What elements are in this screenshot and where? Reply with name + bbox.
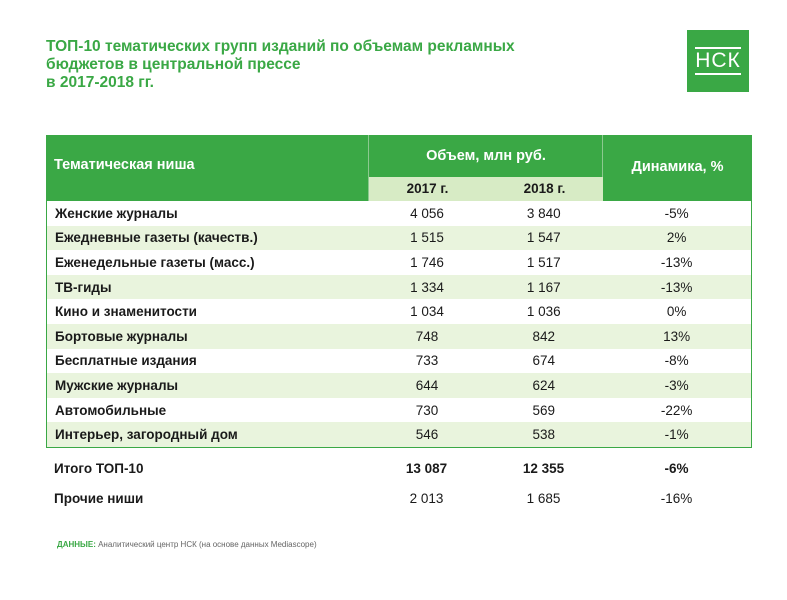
row-name: ТВ-гиды	[55, 279, 112, 295]
row-2017: 546	[415, 427, 439, 443]
row-dynamics: 2%	[666, 230, 687, 246]
row-2018: 1 167	[526, 279, 561, 295]
row-2017: 1 334	[410, 279, 444, 295]
row-2017: 748	[415, 328, 439, 344]
row-2018: 1 517	[526, 254, 561, 270]
total-name: Итого ТОП-10	[54, 460, 144, 476]
header-year-2017: 2017 г.	[406, 181, 449, 196]
title-line-3: в 2017-2018 гг.	[46, 74, 154, 91]
total-2017: 13 087	[405, 460, 448, 476]
title-line-2: бюджетов в центральной прессе	[46, 56, 301, 73]
other-2018: 1 685	[526, 490, 561, 506]
total-dynamics: -6%	[664, 460, 689, 476]
source-note: ДАННЫЕ: Аналитический центр НСК (на осно…	[57, 540, 317, 549]
row-2017: 1 746	[410, 254, 444, 270]
row-name: Ежедневные газеты (качеств.)	[55, 230, 258, 246]
row-2018: 3 840	[526, 205, 561, 221]
table-row: Бесплатные издания 733 674 -8%	[47, 349, 751, 374]
source-label: ДАННЫЕ:	[57, 540, 96, 549]
header-volume: Объем, млн руб.	[426, 148, 546, 164]
row-2018: 569	[532, 402, 556, 418]
row-2017: 733	[415, 353, 439, 369]
table-row: Кино и знаменитости 1 034 1 036 0%	[47, 299, 751, 324]
row-dynamics: -13%	[660, 279, 693, 295]
budget-table: Тематическая ниша Объем, млн руб. Динами…	[46, 135, 752, 448]
row-2017: 644	[415, 377, 439, 393]
row-name: Женские журналы	[55, 205, 178, 221]
page-title: ТОП-10 тематических групп изданий по объ…	[46, 38, 606, 92]
table-row: Автомобильные 730 569 -22%	[47, 398, 751, 423]
total-2018: 12 355	[522, 460, 565, 476]
row-dynamics: 13%	[663, 328, 691, 344]
row-name: Бортовые журналы	[55, 328, 188, 344]
row-dynamics: -8%	[664, 353, 689, 369]
table-row: Ежедневные газеты (качеств.) 1 515 1 547 2%	[47, 225, 751, 251]
row-dynamics: -3%	[664, 377, 689, 393]
header-niche: Тематическая ниша	[54, 157, 195, 173]
row-2017: 1 034	[410, 304, 444, 320]
row-dynamics: 0%	[666, 304, 687, 320]
row-2018: 1 547	[526, 230, 561, 246]
title-line-1: ТОП-10 тематических групп изданий по объ…	[46, 38, 515, 55]
table-row: Женские журналы 4 056 3 840 -5%	[47, 201, 751, 226]
header-year-2018: 2018 г.	[523, 181, 566, 196]
table-row: Еженедельные газеты (масс.) 1 746 1 517 -13…	[47, 250, 751, 275]
row-2017: 1 515	[410, 230, 444, 246]
source-text: Аналитический центр НСК (на основе данны…	[95, 540, 317, 549]
row-name: Интерьер, загородный дом	[55, 427, 238, 443]
row-dynamics: -22%	[660, 402, 693, 418]
header-divider-1	[368, 135, 369, 201]
table-row: ТВ-гиды 1 334 1 167 -13%	[47, 274, 751, 300]
other-name: Прочие ниши	[54, 490, 144, 506]
row-2018: 674	[532, 353, 556, 369]
row-name: Бесплатные издания	[55, 353, 197, 369]
row-dynamics: -5%	[664, 205, 689, 221]
header-divider-2	[602, 135, 603, 201]
table-body: Женские журналы 4 056 3 840 -5% Ежедневные г…	[46, 201, 752, 448]
table-header: Тематическая ниша Объем, млн руб. Динами…	[46, 135, 752, 201]
row-name: Мужские журналы	[55, 377, 179, 393]
row-name: Еженедельные газеты (масс.)	[55, 254, 255, 270]
header-dynamics: Динамика, %	[631, 159, 724, 175]
row-2018: 538	[532, 427, 556, 443]
total-row: Итого ТОП-10 13 087 12 355 -6%	[46, 456, 752, 480]
row-2018: 624	[532, 377, 556, 393]
row-dynamics: -13%	[660, 254, 693, 270]
table-row: Мужские журналы 644 624 -3%	[47, 373, 751, 398]
row-dynamics: -1%	[664, 427, 689, 443]
row-name: Автомобильные	[55, 402, 167, 418]
other-row: Прочие ниши 2 013 1 685 -16%	[46, 486, 752, 510]
row-name: Кино и знаменитости	[55, 304, 197, 320]
row-2017: 4 056	[410, 205, 444, 221]
row-2018: 842	[532, 328, 556, 344]
logo-text: НСК	[695, 47, 741, 75]
row-2018: 1 036	[526, 304, 561, 320]
table-row: Бортовые журналы 748 842 13%	[47, 323, 751, 349]
row-2017: 730	[415, 402, 439, 418]
header-years: 2017 г. 2018 г.	[369, 177, 603, 201]
other-dynamics: -16%	[660, 490, 693, 506]
table-row: Интерьер, загородный дом 546 538 -1%	[47, 422, 751, 447]
nsk-logo: НСК	[687, 30, 749, 92]
other-2017: 2 013	[409, 490, 444, 506]
